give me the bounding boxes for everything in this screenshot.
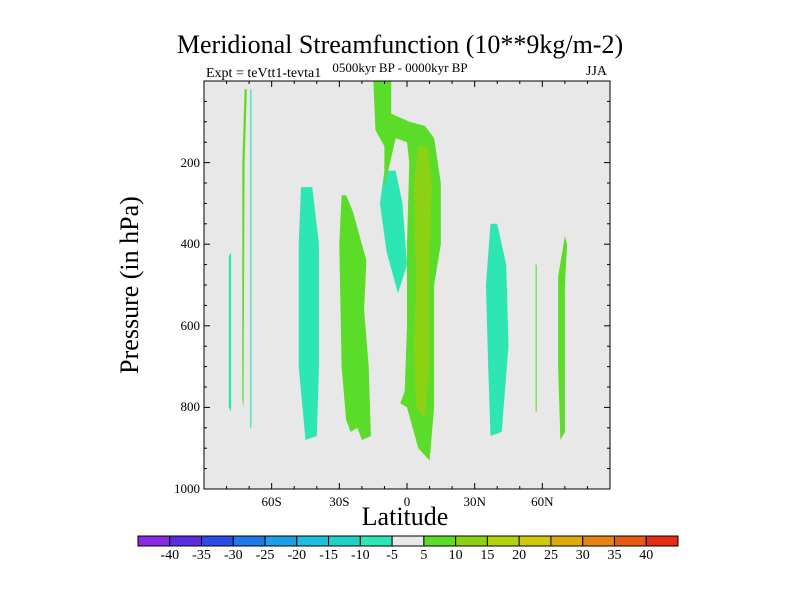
colorbar-label: 25 bbox=[543, 548, 558, 563]
experiment-label: Expt = teVtt1-tevta1 bbox=[206, 66, 322, 81]
colorbar-label: 15 bbox=[480, 548, 495, 563]
colorbar-label: 40 bbox=[639, 548, 654, 563]
colorbar-swatch bbox=[613, 535, 647, 547]
y-tick-label: 600 bbox=[180, 317, 201, 333]
colorbar-label: -10 bbox=[351, 548, 370, 563]
colorbar-label: 35 bbox=[607, 548, 622, 563]
x-tick-label: 0 bbox=[403, 494, 411, 509]
colorbar-label: 30 bbox=[575, 548, 590, 563]
colorbar-swatch bbox=[201, 535, 234, 547]
x-axis-label: Latitude bbox=[361, 502, 449, 531]
colorbar-swatch bbox=[137, 535, 171, 547]
colorbar-swatch bbox=[264, 535, 298, 547]
x-tick-label: 60N bbox=[531, 494, 554, 509]
colorbar-swatch bbox=[455, 535, 488, 547]
colorbar-swatch bbox=[169, 535, 203, 547]
y-axis-label: Pressure (in hPa) bbox=[115, 196, 144, 374]
colorbar-label: 10 bbox=[448, 548, 463, 563]
y-tick-label: 1000 bbox=[174, 481, 200, 496]
colorbar-label: -35 bbox=[192, 548, 211, 563]
colorbar bbox=[137, 535, 679, 547]
chart-subtitle: 0500kyr BP - 0000kyr BP bbox=[332, 60, 468, 75]
colorbar-label: 5 bbox=[420, 548, 428, 563]
colorbar-swatch bbox=[645, 535, 679, 547]
colorbar-swatch bbox=[359, 535, 393, 547]
colorbar-swatch bbox=[486, 535, 520, 547]
colorbar-label: -30 bbox=[223, 548, 243, 563]
y-tick-label: 400 bbox=[180, 236, 201, 252]
colorbar-swatch bbox=[518, 535, 552, 547]
colorbar-label: 20 bbox=[512, 548, 527, 563]
x-tick-label: 60S bbox=[261, 494, 282, 509]
axis-ticks bbox=[203, 80, 611, 490]
contour-region-eq-core bbox=[413, 146, 432, 420]
contour-region-sh-polar-neg bbox=[228, 252, 232, 412]
y-tick-label: 800 bbox=[180, 399, 201, 415]
colorbar-swatch bbox=[423, 535, 457, 547]
x-tick-label: 30N bbox=[463, 494, 486, 509]
colorbar-swatch bbox=[232, 535, 266, 547]
colorbar-swatch bbox=[550, 535, 584, 547]
colorbar-label: -40 bbox=[160, 548, 180, 563]
colorbar-label: -5 bbox=[386, 548, 398, 563]
contour-region-sh-sub-pos bbox=[339, 195, 371, 440]
colorbar-label: -20 bbox=[287, 548, 307, 563]
x-tick-label: 30S bbox=[329, 494, 350, 509]
colorbar-label: -15 bbox=[319, 548, 338, 563]
contour-region-sh-line-pos bbox=[242, 89, 247, 408]
colorbar-swatch bbox=[296, 535, 330, 547]
contour-region-nh-thin-pos bbox=[535, 264, 537, 412]
season-label: JJA bbox=[586, 64, 608, 79]
chart-title: Meridional Streamfunction (10**9kg/m-2) bbox=[176, 30, 624, 59]
colorbar-swatch bbox=[328, 535, 361, 547]
y-tick-label: 200 bbox=[180, 154, 201, 170]
contour-region-sh-mid-neg bbox=[298, 187, 319, 440]
colorbar-swatch bbox=[582, 535, 615, 547]
contour-region-nh-high-pos bbox=[558, 236, 568, 440]
colorbar-label: -25 bbox=[255, 548, 275, 563]
contour-region-nh-sub-neg bbox=[485, 223, 509, 436]
contour-region-sh-trop-neg bbox=[379, 170, 407, 294]
contour-regions bbox=[228, 81, 568, 461]
contour-region-sh-thin-neg bbox=[250, 89, 252, 428]
colorbar-swatch bbox=[391, 535, 425, 547]
